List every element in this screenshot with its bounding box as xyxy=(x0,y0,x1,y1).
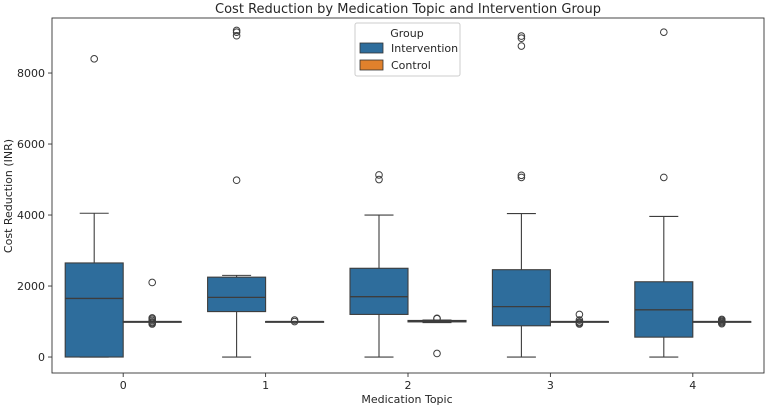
outlier-point xyxy=(575,316,584,324)
y-axis-label: Cost Reduction (INR) xyxy=(2,139,15,253)
x-axis-label: Medication Topic xyxy=(361,393,452,406)
outlier-point xyxy=(433,314,441,323)
outlier-point xyxy=(517,32,526,40)
iqr-box xyxy=(491,269,551,327)
outlier-point xyxy=(232,176,241,185)
outlier-point xyxy=(232,26,241,35)
y-tick-label: 2000 xyxy=(17,280,45,293)
iqr-box xyxy=(349,267,409,315)
outlier-point xyxy=(517,34,526,43)
box-control-3 xyxy=(549,310,609,328)
iqr-box xyxy=(64,262,124,358)
box-intervention-3 xyxy=(491,32,551,358)
box-control-0 xyxy=(122,278,182,328)
y-tick-label: 4000 xyxy=(17,209,45,222)
box-control-1 xyxy=(265,316,325,326)
box-intervention-2 xyxy=(349,171,409,358)
box-control-2 xyxy=(407,314,467,358)
outlier-point xyxy=(660,28,668,37)
box-intervention-1 xyxy=(207,26,267,358)
outlier-point xyxy=(517,173,526,182)
iqr-box xyxy=(207,276,267,313)
outlier-point xyxy=(517,171,526,180)
outlier-point xyxy=(718,315,726,324)
legend-swatch-intervention xyxy=(359,42,384,54)
x-axis: 0 1 2 3 4 xyxy=(120,373,696,392)
x-tick-label: 3 xyxy=(547,379,554,392)
x-tick-label: 4 xyxy=(689,379,696,392)
y-tick-label: 0 xyxy=(38,351,45,364)
plot-area xyxy=(51,17,765,374)
outlier-point xyxy=(232,31,241,40)
outlier-point xyxy=(575,310,584,319)
outlier-point xyxy=(290,316,299,324)
outlier-point xyxy=(148,314,156,322)
legend-label-intervention: Intervention xyxy=(391,42,458,55)
outlier-point xyxy=(375,171,383,179)
x-tick-label: 2 xyxy=(405,379,412,392)
chart-title: Cost Reduction by Medication Topic and I… xyxy=(215,2,601,17)
outlier-point xyxy=(148,278,156,287)
y-tick-label: 8000 xyxy=(17,67,45,80)
legend-label-control: Control xyxy=(391,59,431,72)
outlier-point xyxy=(90,55,98,63)
box-intervention-0 xyxy=(64,55,124,358)
outlier-point xyxy=(517,42,526,50)
x-tick-label: 0 xyxy=(120,379,127,392)
outlier-point xyxy=(660,173,668,182)
y-axis: 0 2000 4000 6000 8000 xyxy=(17,67,52,364)
x-tick-label: 1 xyxy=(262,379,269,392)
y-tick-label: 6000 xyxy=(17,138,45,151)
legend: Group Intervention Control xyxy=(354,22,461,77)
box-intervention-4 xyxy=(634,28,694,358)
legend-swatch-control xyxy=(359,59,384,71)
box-control-4 xyxy=(692,315,752,328)
outlier-point xyxy=(433,349,441,358)
outlier-point xyxy=(375,175,383,184)
legend-title: Group xyxy=(390,27,424,40)
